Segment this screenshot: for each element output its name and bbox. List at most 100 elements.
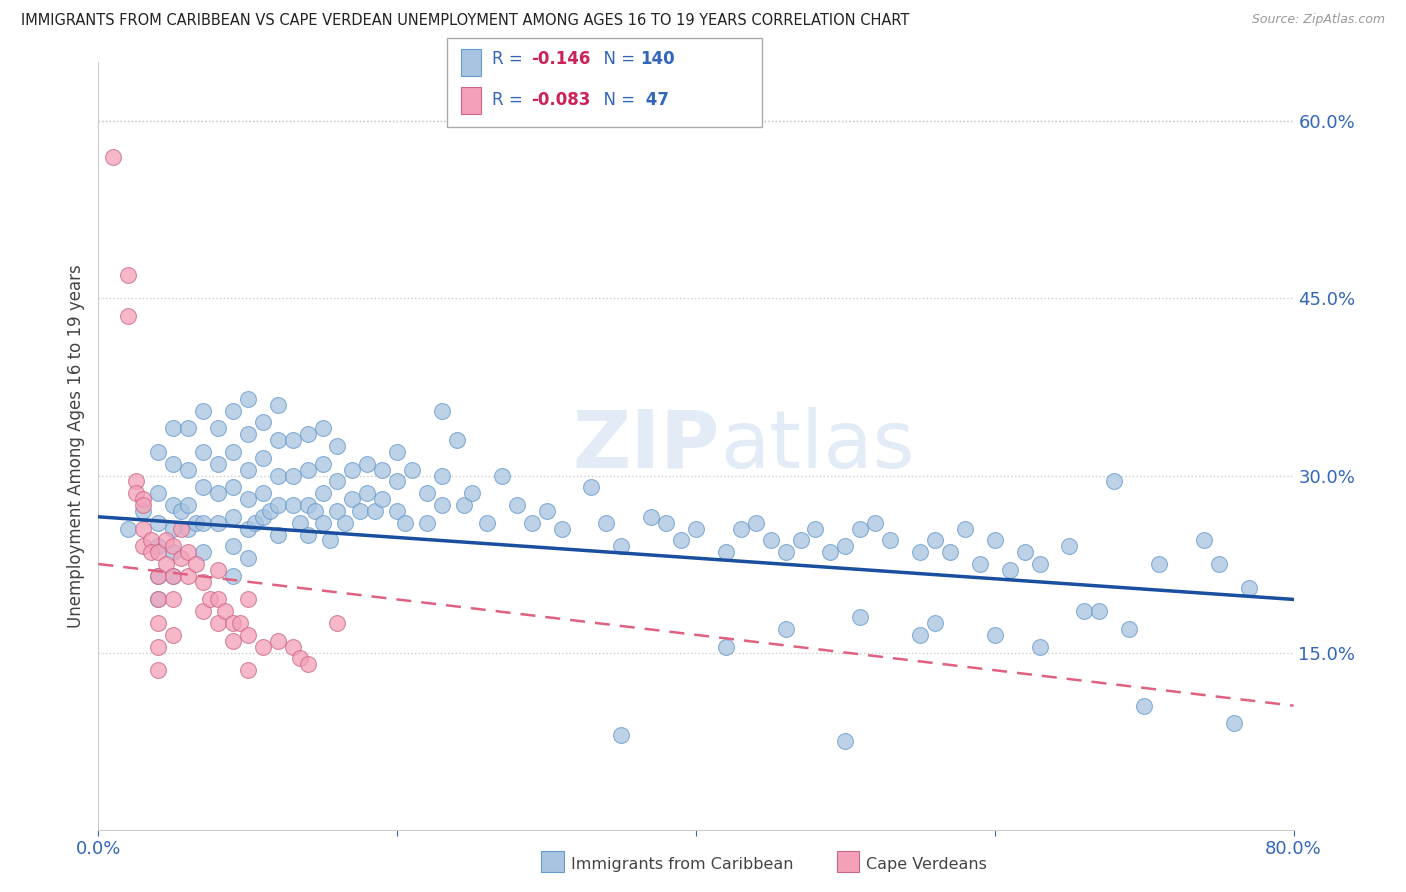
Point — [581, 480, 603, 494]
Point — [745, 516, 768, 530]
Point — [401, 462, 423, 476]
Point — [162, 628, 184, 642]
Point — [640, 509, 662, 524]
Point — [148, 663, 170, 677]
Point — [252, 416, 274, 430]
Point — [342, 462, 364, 476]
Point — [669, 533, 692, 548]
Point — [333, 516, 356, 530]
Point — [491, 468, 513, 483]
Point — [162, 457, 184, 471]
Point — [148, 640, 170, 654]
Point — [1223, 716, 1246, 731]
Point — [162, 522, 184, 536]
Point — [685, 522, 707, 536]
Point — [1028, 557, 1050, 571]
Point — [297, 527, 319, 541]
Point — [297, 657, 319, 672]
Point — [207, 615, 229, 630]
Point — [714, 640, 737, 654]
Point — [536, 504, 558, 518]
Point — [229, 615, 252, 630]
Point — [267, 527, 290, 541]
Point — [191, 574, 214, 589]
Point — [939, 545, 962, 559]
Point — [139, 545, 162, 559]
Point — [125, 486, 148, 500]
Point — [191, 545, 214, 559]
Point — [953, 522, 976, 536]
Point — [416, 486, 439, 500]
Point — [222, 633, 245, 648]
Point — [998, 563, 1021, 577]
Point — [453, 498, 475, 512]
Point — [984, 628, 1007, 642]
Point — [311, 516, 333, 530]
Point — [162, 569, 184, 583]
Point — [610, 728, 633, 742]
Point — [222, 569, 245, 583]
Point — [371, 462, 394, 476]
Point — [924, 615, 946, 630]
Point — [222, 509, 245, 524]
Point — [148, 615, 170, 630]
Point — [236, 628, 259, 642]
Point — [281, 468, 304, 483]
Point — [1237, 581, 1260, 595]
Point — [184, 557, 207, 571]
Point — [1133, 698, 1156, 713]
Point — [148, 592, 170, 607]
Point — [319, 533, 342, 548]
Point — [169, 522, 191, 536]
Point — [236, 462, 259, 476]
Point — [1118, 622, 1140, 636]
Point — [267, 433, 290, 447]
Point — [207, 486, 229, 500]
Point — [155, 557, 177, 571]
Point — [207, 563, 229, 577]
Point — [207, 516, 229, 530]
Point — [207, 592, 229, 607]
Point — [969, 557, 991, 571]
Point — [267, 498, 290, 512]
Point — [177, 569, 200, 583]
Point — [385, 504, 409, 518]
Point — [879, 533, 901, 548]
Point — [281, 498, 304, 512]
Text: ZIP: ZIP — [572, 407, 720, 485]
Point — [236, 522, 259, 536]
Point — [550, 522, 572, 536]
Point — [117, 309, 139, 323]
Point — [349, 504, 371, 518]
Point — [789, 533, 811, 548]
Point — [804, 522, 827, 536]
Point — [252, 450, 274, 465]
Point — [103, 150, 125, 164]
Text: -0.146: -0.146 — [531, 50, 591, 68]
Point — [132, 522, 155, 536]
Point — [236, 427, 259, 442]
Point — [984, 533, 1007, 548]
Point — [364, 504, 387, 518]
Point — [1073, 604, 1095, 618]
Point — [162, 421, 184, 435]
Point — [148, 569, 170, 583]
Point — [475, 516, 498, 530]
Point — [222, 615, 245, 630]
Point — [371, 492, 394, 507]
Point — [520, 516, 543, 530]
Point — [1028, 640, 1050, 654]
Point — [177, 421, 200, 435]
Point — [191, 604, 214, 618]
Point — [252, 640, 274, 654]
Point — [117, 522, 139, 536]
Point — [356, 457, 378, 471]
Point — [655, 516, 678, 530]
Point — [177, 545, 200, 559]
Point — [326, 439, 349, 453]
Point — [385, 475, 409, 489]
Text: Cape Verdeans: Cape Verdeans — [866, 857, 987, 871]
Point — [820, 545, 842, 559]
Point — [416, 516, 439, 530]
Point — [191, 480, 214, 494]
